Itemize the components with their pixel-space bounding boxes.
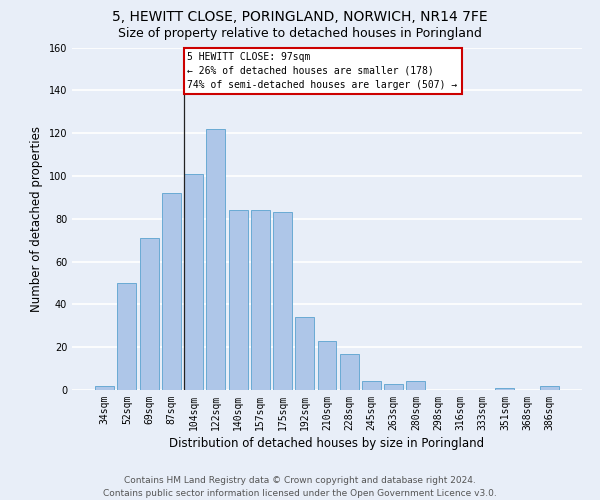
X-axis label: Distribution of detached houses by size in Poringland: Distribution of detached houses by size … xyxy=(169,437,485,450)
Bar xyxy=(340,354,359,390)
Bar xyxy=(406,382,425,390)
Bar xyxy=(540,386,559,390)
Bar xyxy=(140,238,158,390)
Bar xyxy=(229,210,248,390)
Bar xyxy=(295,317,314,390)
Bar xyxy=(95,386,114,390)
Bar xyxy=(384,384,403,390)
Bar xyxy=(251,210,270,390)
Bar xyxy=(496,388,514,390)
Text: Contains HM Land Registry data © Crown copyright and database right 2024.
Contai: Contains HM Land Registry data © Crown c… xyxy=(103,476,497,498)
Bar xyxy=(206,129,225,390)
Bar xyxy=(118,283,136,390)
Bar xyxy=(362,382,381,390)
Text: Size of property relative to detached houses in Poringland: Size of property relative to detached ho… xyxy=(118,28,482,40)
Bar xyxy=(162,193,181,390)
Bar xyxy=(184,174,203,390)
Bar xyxy=(317,341,337,390)
Bar xyxy=(273,212,292,390)
Text: 5, HEWITT CLOSE, PORINGLAND, NORWICH, NR14 7FE: 5, HEWITT CLOSE, PORINGLAND, NORWICH, NR… xyxy=(112,10,488,24)
Y-axis label: Number of detached properties: Number of detached properties xyxy=(30,126,43,312)
Text: 5 HEWITT CLOSE: 97sqm
← 26% of detached houses are smaller (178)
74% of semi-det: 5 HEWITT CLOSE: 97sqm ← 26% of detached … xyxy=(187,52,458,90)
